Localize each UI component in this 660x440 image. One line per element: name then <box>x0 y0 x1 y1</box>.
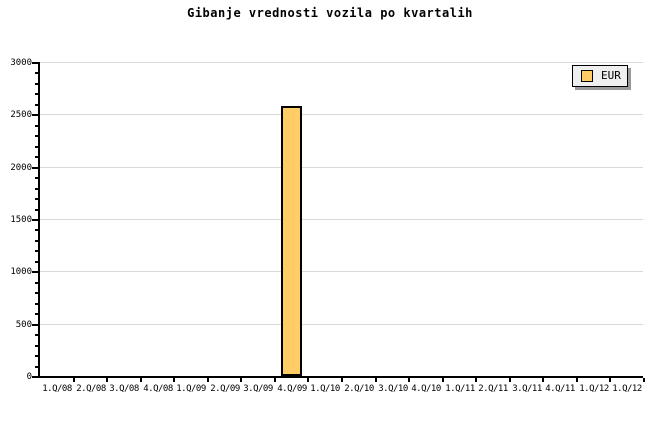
y-axis-minor-tick <box>35 345 38 347</box>
y-axis-minor-tick <box>35 209 38 211</box>
x-axis-tick <box>106 378 108 382</box>
y-axis-major-tick <box>32 271 38 273</box>
y-axis-minor-tick <box>35 261 38 263</box>
y-grid-line <box>40 114 643 115</box>
x-axis-line <box>38 376 643 378</box>
x-axis-tick-label: 1.Q/10 <box>310 384 340 394</box>
x-axis-tick-label: 1.Q/12 <box>579 384 609 394</box>
y-axis-major-tick <box>32 376 38 378</box>
y-axis-minor-tick <box>35 93 38 95</box>
x-axis-tick-label: 4.Q/08 <box>143 384 173 394</box>
y-axis-minor-tick <box>35 366 38 368</box>
x-axis-tick-label: 1.Q/08 <box>42 384 72 394</box>
x-axis-tick-label: 4.Q/11 <box>545 384 575 394</box>
y-axis-tick-label: 1000 <box>10 267 32 277</box>
y-grid-line <box>40 62 643 63</box>
y-axis-minor-tick <box>35 313 38 315</box>
x-axis-tick <box>609 378 611 382</box>
y-axis-tick-label: 2500 <box>10 110 32 120</box>
y-grid-line <box>40 271 643 272</box>
x-axis-tick-label: 2.Q/09 <box>210 384 240 394</box>
x-axis-tick <box>375 378 377 382</box>
y-axis-minor-tick <box>35 250 38 252</box>
y-axis-minor-tick <box>35 229 38 231</box>
x-axis-tick <box>576 378 578 382</box>
x-axis-tick-label: 3.Q/09 <box>243 384 273 394</box>
bar-4.Q/09 <box>281 106 302 376</box>
y-axis-minor-tick <box>35 146 38 148</box>
x-axis-tick-label: 4.Q/10 <box>411 384 441 394</box>
x-axis-tick-label: 3.Q/10 <box>378 384 408 394</box>
y-axis-minor-tick <box>35 303 38 305</box>
y-axis-major-tick <box>32 62 38 64</box>
x-axis-tick <box>341 378 343 382</box>
chart-title: Gibanje vrednosti vozila po kvartalih <box>187 6 473 20</box>
y-axis-minor-tick <box>35 282 38 284</box>
y-axis-minor-tick <box>35 135 38 137</box>
y-axis-minor-tick <box>35 188 38 190</box>
y-grid-line <box>40 167 643 168</box>
y-axis-minor-tick <box>35 355 38 357</box>
x-axis-tick-label: 1.Q/09 <box>176 384 206 394</box>
x-axis-tick <box>73 378 75 382</box>
x-axis-tick-label: 4.Q/09 <box>277 384 307 394</box>
x-axis-tick-label: 3.Q/08 <box>109 384 139 394</box>
y-axis-minor-tick <box>35 198 38 200</box>
y-axis-minor-tick <box>35 83 38 85</box>
y-axis-major-tick <box>32 167 38 169</box>
y-axis-minor-tick <box>35 292 38 294</box>
x-axis-tick <box>643 378 645 382</box>
x-axis-tick-label: 2.Q/08 <box>76 384 106 394</box>
y-grid-line <box>40 219 643 220</box>
y-axis-major-tick <box>32 324 38 326</box>
y-axis-tick-label: 1500 <box>10 215 32 225</box>
y-axis-line <box>38 62 40 378</box>
y-axis-minor-tick <box>35 72 38 74</box>
y-axis-minor-tick <box>35 240 38 242</box>
legend: EUR <box>572 65 628 87</box>
y-axis-tick-label: 500 <box>15 320 32 330</box>
x-axis-tick <box>173 378 175 382</box>
x-axis-tick <box>240 378 242 382</box>
x-axis-tick-label: 1.Q/11 <box>445 384 475 394</box>
x-axis-tick <box>475 378 477 382</box>
x-axis-tick-label: 3.Q/11 <box>512 384 542 394</box>
y-axis-minor-tick <box>35 177 38 179</box>
x-axis-tick <box>542 378 544 382</box>
y-axis-minor-tick <box>35 334 38 336</box>
y-axis-minor-tick <box>35 125 38 127</box>
y-axis-minor-tick <box>35 104 38 106</box>
x-axis-tick <box>207 378 209 382</box>
y-axis-tick-label: 2000 <box>10 163 32 173</box>
x-axis-tick <box>509 378 511 382</box>
x-axis-tick <box>307 378 309 382</box>
legend-swatch-eur <box>581 70 593 82</box>
x-axis-tick-label: 2.Q/10 <box>344 384 374 394</box>
y-axis-minor-tick <box>35 156 38 158</box>
y-grid-line <box>40 324 643 325</box>
x-axis-tick-label: 2.Q/11 <box>478 384 508 394</box>
y-axis-tick-label: 3000 <box>10 58 32 68</box>
y-axis-tick-label: 0 <box>26 372 32 382</box>
x-axis-tick <box>408 378 410 382</box>
x-axis-tick <box>140 378 142 382</box>
y-axis-major-tick <box>32 219 38 221</box>
x-axis-tick <box>442 378 444 382</box>
y-axis-major-tick <box>32 114 38 116</box>
x-axis-tick-label: 1.Q/12 <box>612 384 642 394</box>
legend-label: EUR <box>601 69 621 82</box>
x-axis-tick <box>274 378 276 382</box>
